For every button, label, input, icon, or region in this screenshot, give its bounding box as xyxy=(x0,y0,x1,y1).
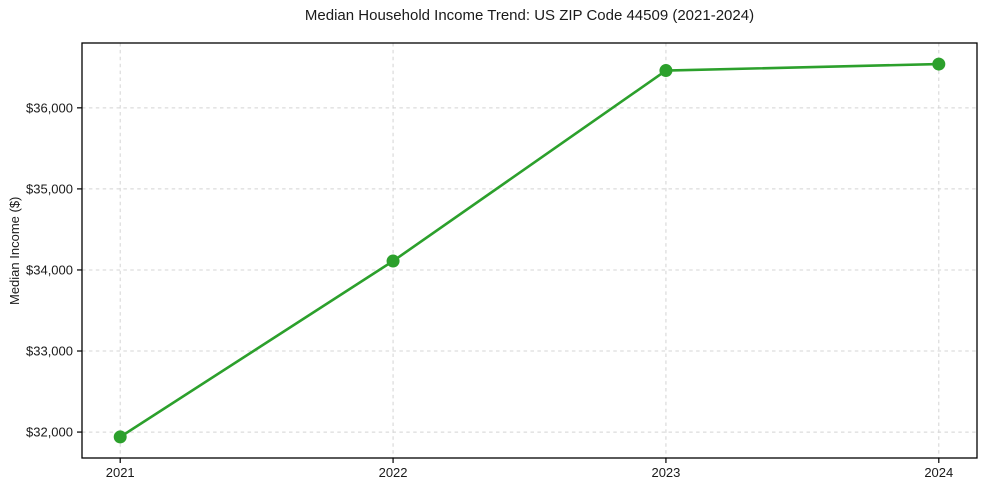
y-tick-label: $34,000 xyxy=(26,262,73,277)
plot-border xyxy=(81,42,978,459)
x-tick-label: 2023 xyxy=(651,465,680,480)
y-tick-label: $36,000 xyxy=(26,100,73,115)
y-tick-label: $35,000 xyxy=(26,181,73,196)
chart-title: Median Household Income Trend: US ZIP Co… xyxy=(304,7,755,24)
data-point-marker xyxy=(932,57,946,71)
y-tick-label: $33,000 xyxy=(26,344,73,359)
x-tick-label: 2021 xyxy=(106,465,135,480)
data-point-marker xyxy=(113,430,127,444)
data-point-marker xyxy=(659,64,673,78)
x-tick-label: 2024 xyxy=(924,465,953,480)
y-tick-label: $32,000 xyxy=(26,425,73,440)
trend-line xyxy=(118,62,941,439)
data-point-marker xyxy=(386,254,400,268)
x-tick-label: 2022 xyxy=(379,465,408,480)
